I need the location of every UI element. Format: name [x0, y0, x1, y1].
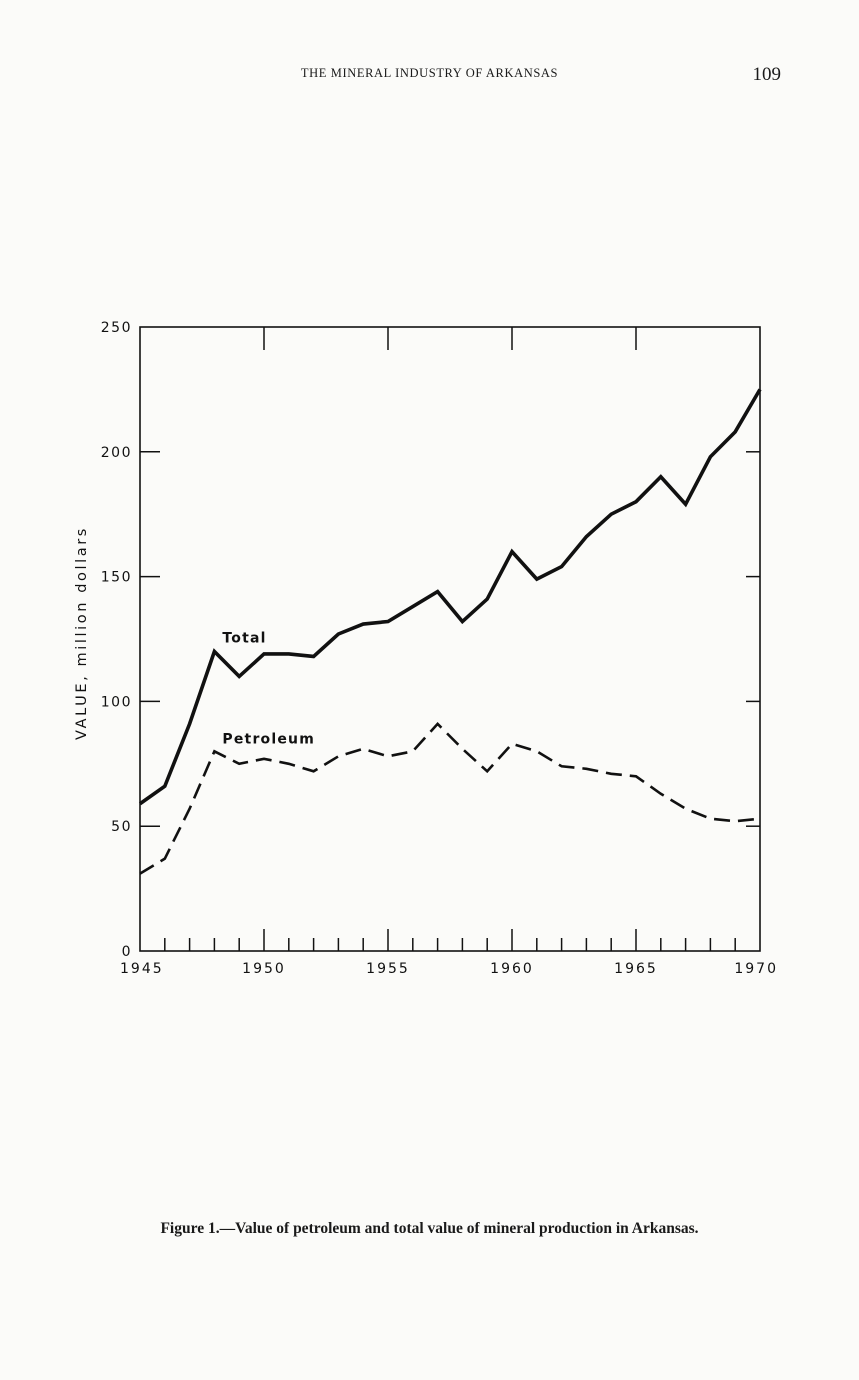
- x-tick-label: 1970: [734, 961, 778, 977]
- series-label: Total: [222, 630, 266, 646]
- series-label: Petroleum: [222, 731, 315, 747]
- series-line-total: [138, 388, 762, 806]
- plot-frame: [139, 326, 761, 952]
- running-head: THE MINERAL INDUSTRY OF ARKANSAS: [300, 66, 559, 80]
- series-line-petroleum: [139, 721, 761, 875]
- page-number: 109: [752, 64, 782, 85]
- x-tick-label: 1955: [366, 961, 410, 977]
- x-tick-label: 1965: [614, 961, 658, 977]
- x-tick-label: 1945: [120, 961, 164, 977]
- y-tick-label: 200: [101, 445, 132, 461]
- y-tick-label: 50: [111, 819, 132, 835]
- y-tick-label: 150: [101, 570, 132, 586]
- y-axis-label: VALUE, million dollars: [74, 526, 90, 740]
- x-tick-label: 1960: [490, 961, 534, 977]
- figure-caption: Figure 1.—Value of petroleum and total v…: [160, 1220, 699, 1237]
- y-tick-label: 250: [101, 320, 132, 336]
- y-tick-label: 0: [122, 944, 132, 960]
- y-tick-label: 100: [101, 694, 132, 710]
- x-tick-label: 1950: [242, 961, 286, 977]
